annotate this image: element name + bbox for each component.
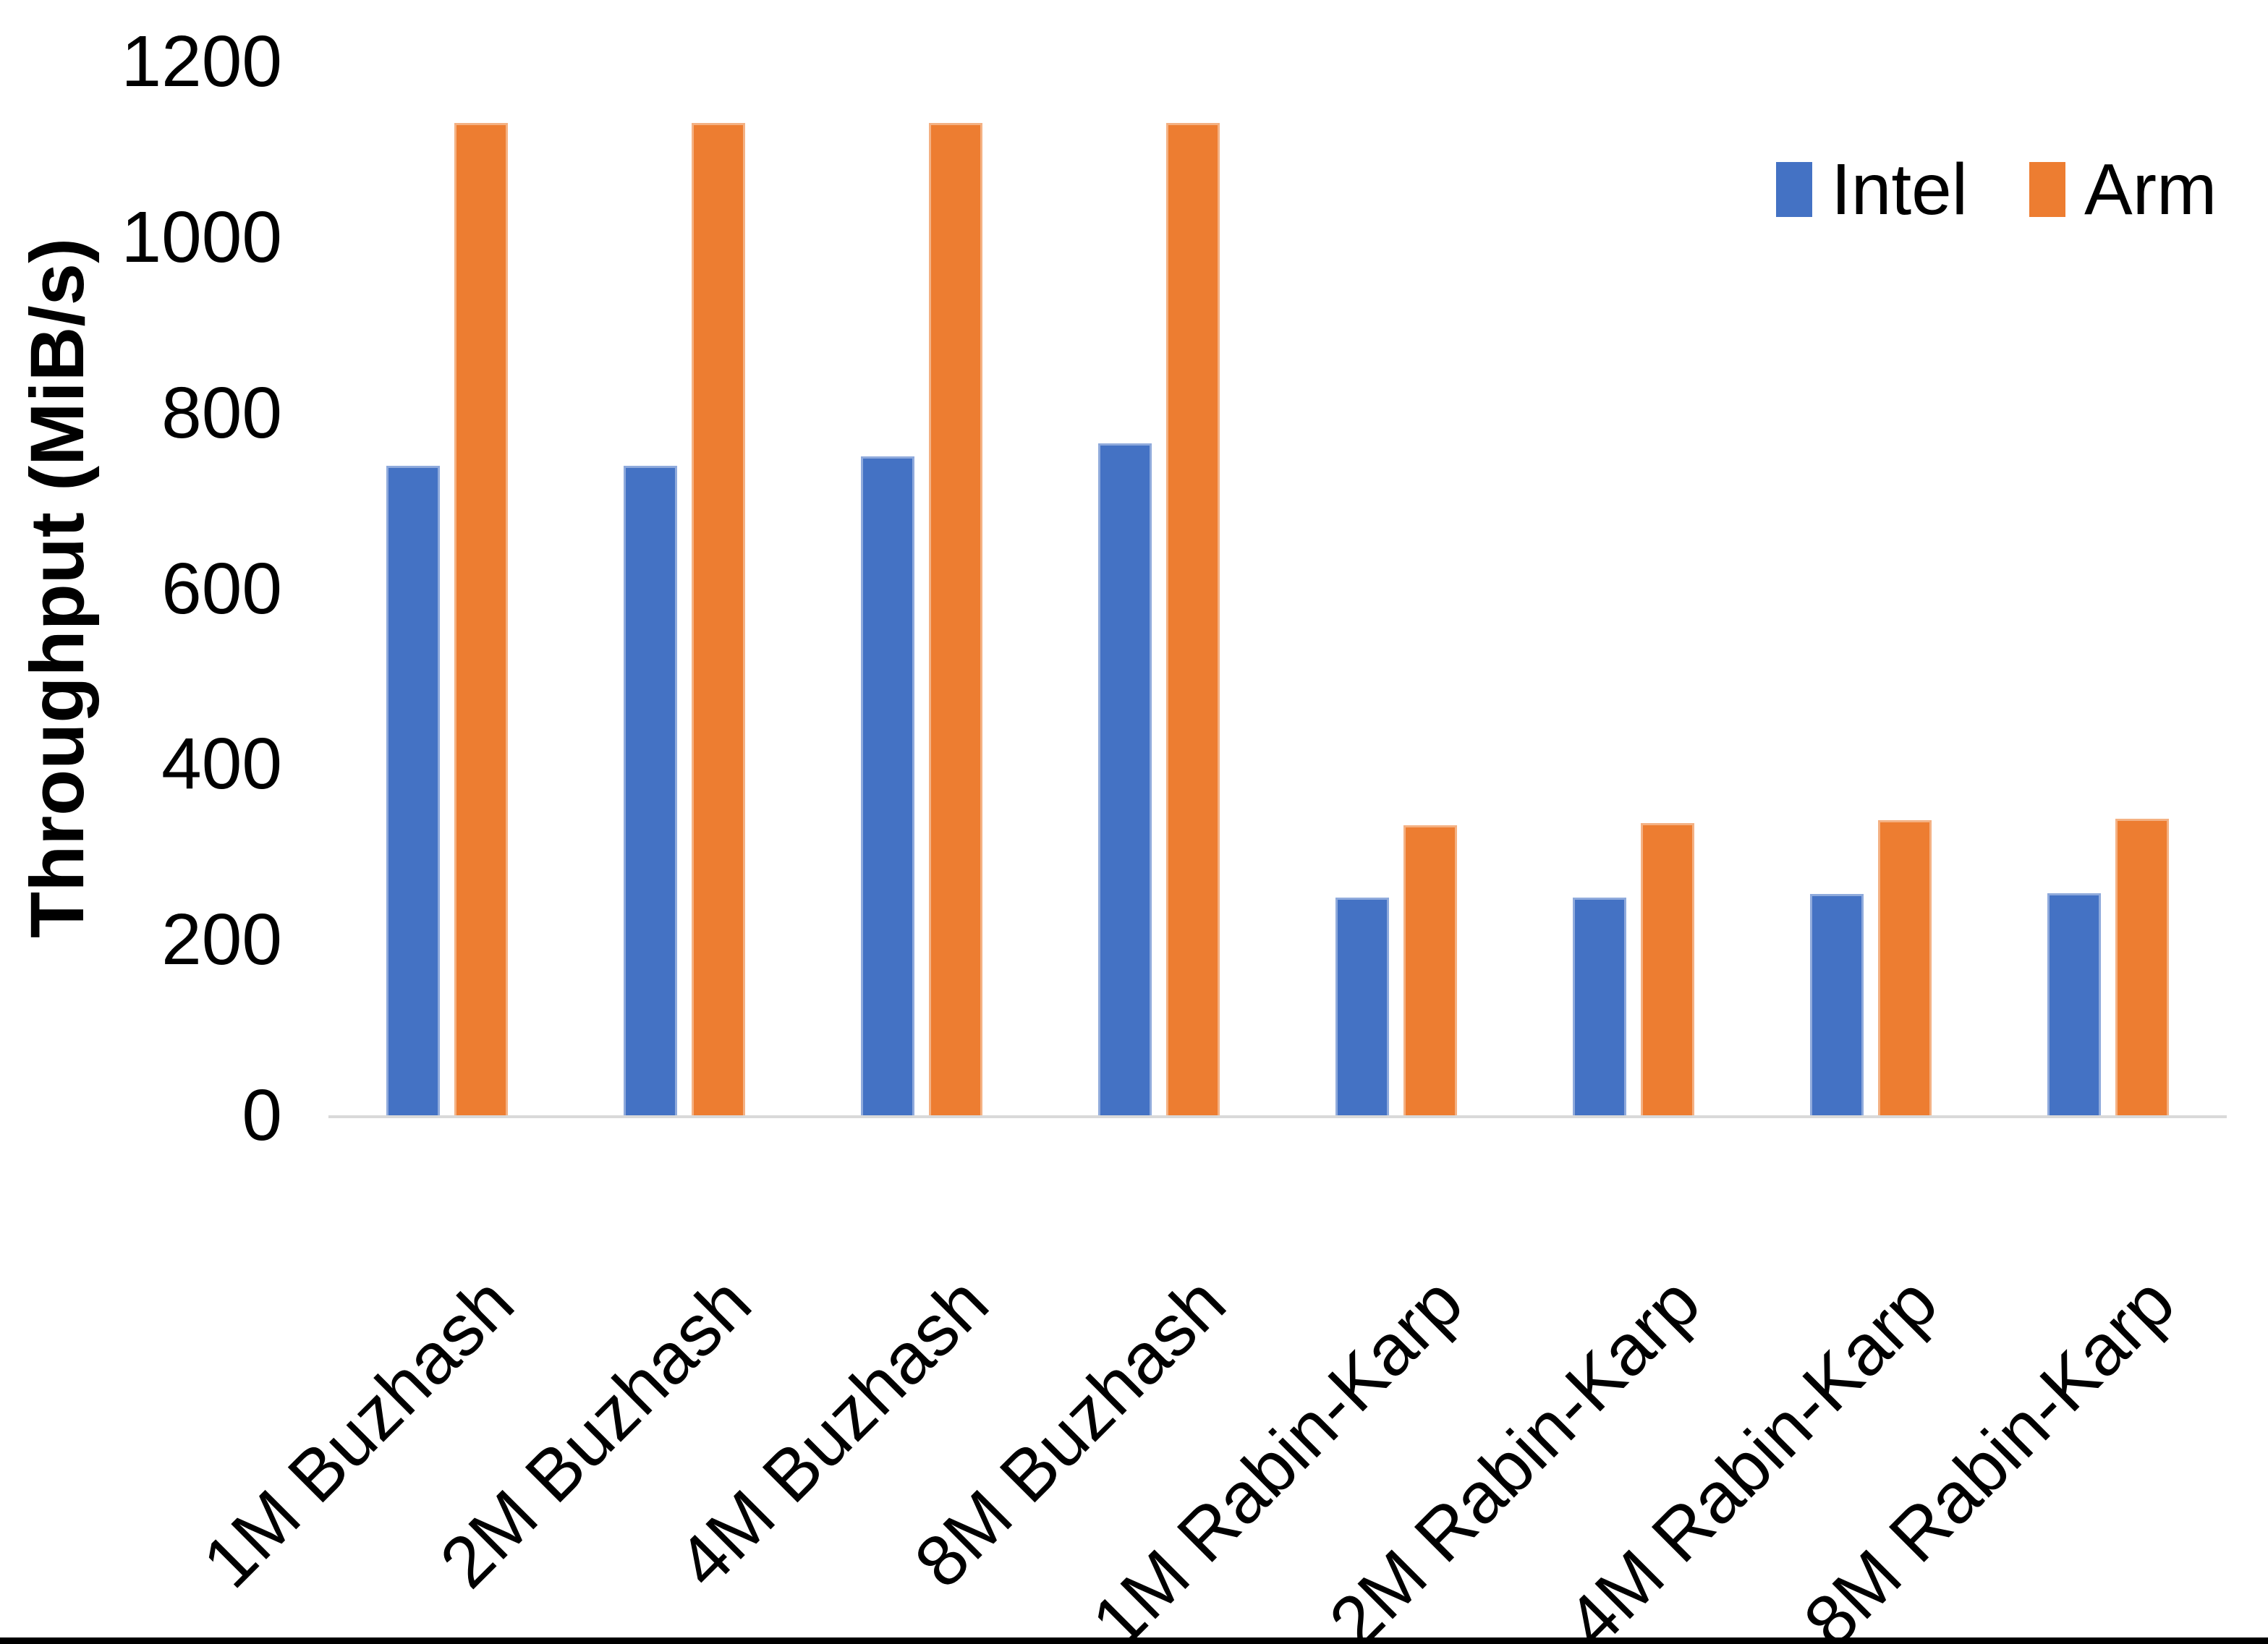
y-axis-title: Throughput (MiB/s) — [15, 237, 101, 939]
intel-bar-2m-rabin-karp — [1573, 897, 1626, 1115]
y-tick-label-0: 0 — [242, 1075, 282, 1156]
arm-bar-8m-buzhash — [1166, 122, 1220, 1115]
intel-bar-8m-rabin-karp — [2047, 893, 2101, 1115]
intel-bar-1m-buzhash — [386, 465, 440, 1115]
intel-bar-4m-buzhash — [861, 456, 914, 1115]
arm-bar-4m-rabin-karp — [1878, 820, 1932, 1115]
arm-bar-8m-rabin-karp — [2115, 818, 2169, 1115]
intel-bar-2m-buzhash — [624, 465, 677, 1115]
arm-bar-1m-rabin-karp — [1403, 825, 1457, 1115]
y-tick-label-1000: 1000 — [121, 196, 282, 278]
y-tick-label-1200: 1200 — [121, 21, 282, 102]
intel-bar-4m-rabin-karp — [1810, 894, 1864, 1115]
legend-label-intel: Intel — [1831, 149, 1968, 230]
legend-entry-intel: Intel — [1776, 153, 1968, 226]
arm-bar-1m-buzhash — [454, 122, 508, 1115]
arm-bar-2m-rabin-karp — [1641, 822, 1694, 1115]
arm-bar-4m-buzhash — [929, 122, 982, 1115]
intel-series-swatch — [1776, 162, 1812, 217]
arm-series-swatch — [2029, 162, 2066, 217]
y-tick-label-800: 800 — [161, 372, 282, 453]
legend: Intel Arm — [1776, 153, 2217, 226]
legend-entry-arm: Arm — [2029, 153, 2217, 226]
x-axis-line — [328, 1115, 2227, 1118]
intel-bar-1m-rabin-karp — [1335, 897, 1389, 1115]
arm-bar-2m-buzhash — [692, 122, 745, 1115]
y-tick-label-600: 600 — [161, 548, 282, 629]
intel-bar-8m-buzhash — [1098, 443, 1152, 1115]
y-tick-label-200: 200 — [161, 899, 282, 981]
y-tick-label-400: 400 — [161, 723, 282, 805]
legend-label-arm: Arm — [2084, 149, 2217, 230]
